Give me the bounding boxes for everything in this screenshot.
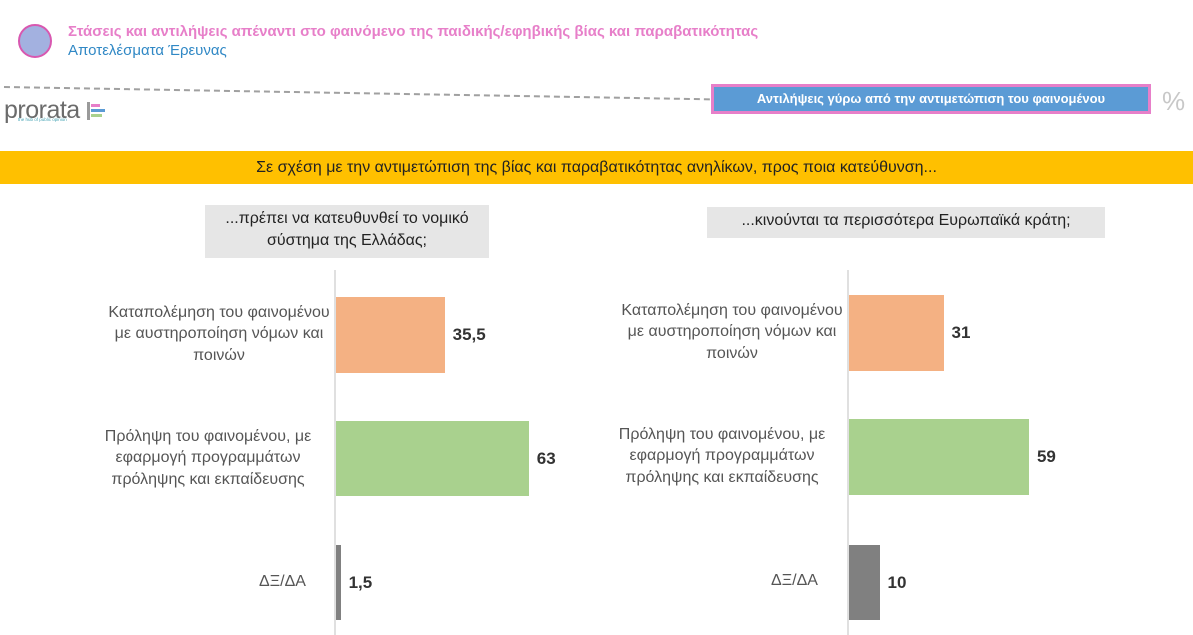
- question-banner: Σε σχέση με την αντιμετώπιση της βίας κα…: [0, 151, 1193, 184]
- page-title: Στάσεις και αντιλήψεις απέναντι στο φαιν…: [68, 23, 759, 40]
- logo-bars-icon: [87, 102, 107, 120]
- bar: [336, 421, 529, 496]
- right-category-label: ΔΞ/ΔΑ: [771, 572, 818, 590]
- right-chart-axis: [847, 270, 849, 635]
- bar-value-label: 59: [1036, 447, 1056, 466]
- page-subtitle: Αποτελέσματα Έρευνας: [68, 42, 227, 59]
- logo: prorata: [4, 96, 80, 124]
- left-chart-axis: [334, 270, 336, 635]
- header-circle-icon: [18, 24, 52, 58]
- percent-unit: %: [1162, 86, 1186, 116]
- left-category-label: Καταπολέμηση του φαινομένου με αυστηροπο…: [108, 303, 330, 364]
- right-chart-title: ...κινούνται τα περισσότερα Ευρωπαϊκά κρ…: [707, 207, 1105, 238]
- divider-dashed: [3, 86, 710, 101]
- bar-value-label: 35,5: [452, 325, 486, 344]
- bar-value-label: 63: [536, 448, 556, 468]
- left-category-label: ΔΞ/ΔΑ: [259, 573, 306, 591]
- bar: [336, 545, 341, 620]
- bar: [849, 545, 880, 620]
- bar: [336, 297, 445, 373]
- left-chart-title: ...πρέπει να κατευθυνθεί το νομικό σύστη…: [205, 205, 489, 258]
- right-category-label: Καταπολέμηση του φαινομένου με αυστηροπο…: [621, 301, 843, 362]
- bar: [849, 295, 944, 371]
- section-badge: Αντιλήψεις γύρω από την αντιμετώπιση του…: [711, 84, 1151, 114]
- bar-value-label: 10: [887, 572, 907, 592]
- left-category-label: Πρόληψη του φαινομένου, με εφαρμογή προγ…: [104, 427, 312, 488]
- bar-value-label: 31: [951, 323, 971, 342]
- bar: [849, 419, 1029, 495]
- right-category-label: Πρόληψη του φαινομένου, με εφαρμογή προγ…: [618, 425, 826, 486]
- logo-tagline: the hub of public opinion: [18, 117, 67, 122]
- bar-value-label: 1,5: [348, 572, 373, 592]
